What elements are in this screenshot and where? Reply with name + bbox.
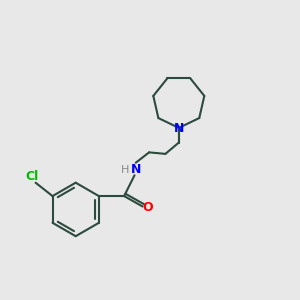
Text: O: O [142,202,153,214]
Text: Cl: Cl [25,170,38,183]
Text: H: H [121,165,129,175]
Text: N: N [130,164,141,176]
Text: N: N [174,122,184,135]
